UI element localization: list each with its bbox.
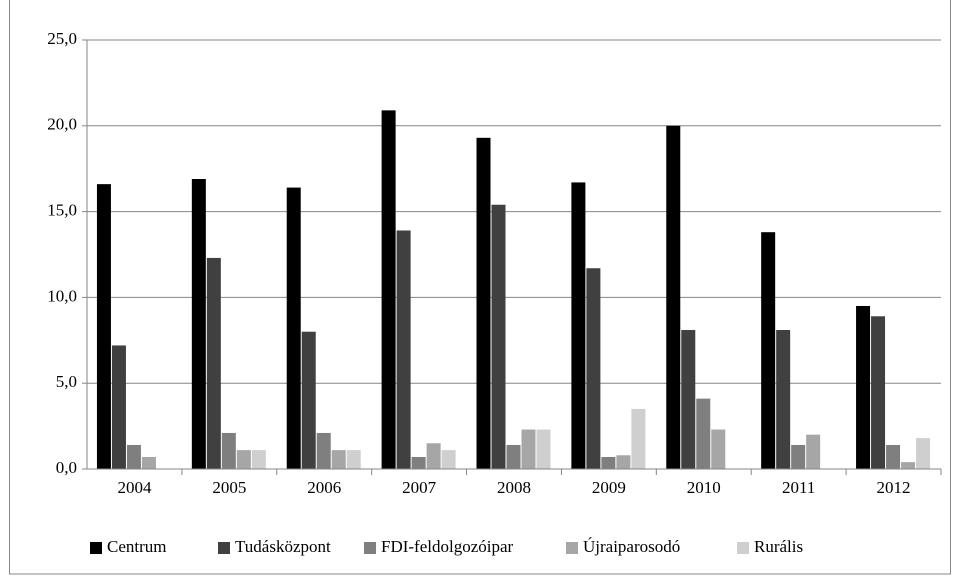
- bar: [506, 444, 521, 469]
- legend-swatch: [90, 542, 102, 554]
- bar: [761, 232, 776, 469]
- bar: [236, 450, 251, 469]
- legend-swatch: [737, 542, 749, 554]
- y-tick-label: 15,0: [47, 201, 77, 220]
- bar: [901, 462, 916, 469]
- bar: [191, 178, 206, 469]
- x-tick-label: 2005: [212, 478, 246, 497]
- x-tick-label: 2010: [687, 478, 721, 497]
- x-tick-label: 2006: [307, 478, 341, 497]
- bar: [316, 432, 331, 469]
- x-tick-label: 2009: [592, 478, 626, 497]
- legend-swatch: [218, 542, 230, 554]
- bar: [286, 187, 301, 470]
- x-tick-label: 2004: [117, 478, 152, 497]
- y-tick-label: 5,0: [56, 372, 77, 391]
- legend-label: Újraiparosodó: [583, 537, 680, 556]
- y-tick-label: 10,0: [47, 286, 77, 305]
- bar: [381, 110, 396, 469]
- bar: [711, 429, 726, 469]
- y-tick-label: 20,0: [47, 115, 77, 134]
- bar: [346, 450, 361, 469]
- bar: [126, 444, 141, 469]
- bar: [616, 455, 631, 469]
- bar: [331, 450, 346, 469]
- legend-label: Centrum: [107, 537, 167, 556]
- bar: [776, 330, 791, 469]
- bar: [411, 456, 426, 469]
- bar: [666, 125, 681, 470]
- bar: [141, 456, 156, 469]
- bar: [476, 137, 491, 469]
- bar: [441, 450, 456, 469]
- bar: [221, 432, 236, 469]
- bar: [601, 456, 616, 469]
- legend-swatch: [364, 542, 376, 554]
- legend-label: FDI-feldolgozóipar: [381, 537, 514, 556]
- x-tick-label: 2012: [877, 478, 911, 497]
- bar: [886, 444, 901, 469]
- legend-swatch: [566, 542, 578, 554]
- chart-frame: [9, 0, 951, 575]
- bar: [806, 434, 821, 469]
- bar: [631, 408, 646, 469]
- bar: [681, 330, 696, 469]
- bar: [301, 331, 316, 469]
- legend-label: Rurális: [754, 537, 803, 556]
- bar: [96, 184, 111, 470]
- x-tick-label: 2008: [497, 478, 531, 497]
- x-tick-label: 2011: [782, 478, 815, 497]
- y-tick-label: 25,0: [47, 29, 77, 48]
- bar: [536, 429, 551, 469]
- bar: [791, 444, 806, 469]
- bar: [916, 438, 931, 469]
- bar: [251, 450, 266, 469]
- bar: [396, 230, 411, 469]
- bar: [206, 257, 221, 469]
- bar: [856, 305, 871, 469]
- x-tick-label: 2007: [402, 478, 437, 497]
- y-tick-label: 0,0: [56, 458, 77, 477]
- bar: [491, 204, 506, 469]
- bar: [521, 429, 536, 469]
- bar: [111, 345, 126, 469]
- bar: [871, 316, 886, 469]
- bar: [571, 182, 586, 470]
- bar: [426, 443, 441, 469]
- legend-label: Tudásközpont: [235, 537, 331, 556]
- bar: [586, 268, 601, 469]
- bar: [696, 398, 711, 469]
